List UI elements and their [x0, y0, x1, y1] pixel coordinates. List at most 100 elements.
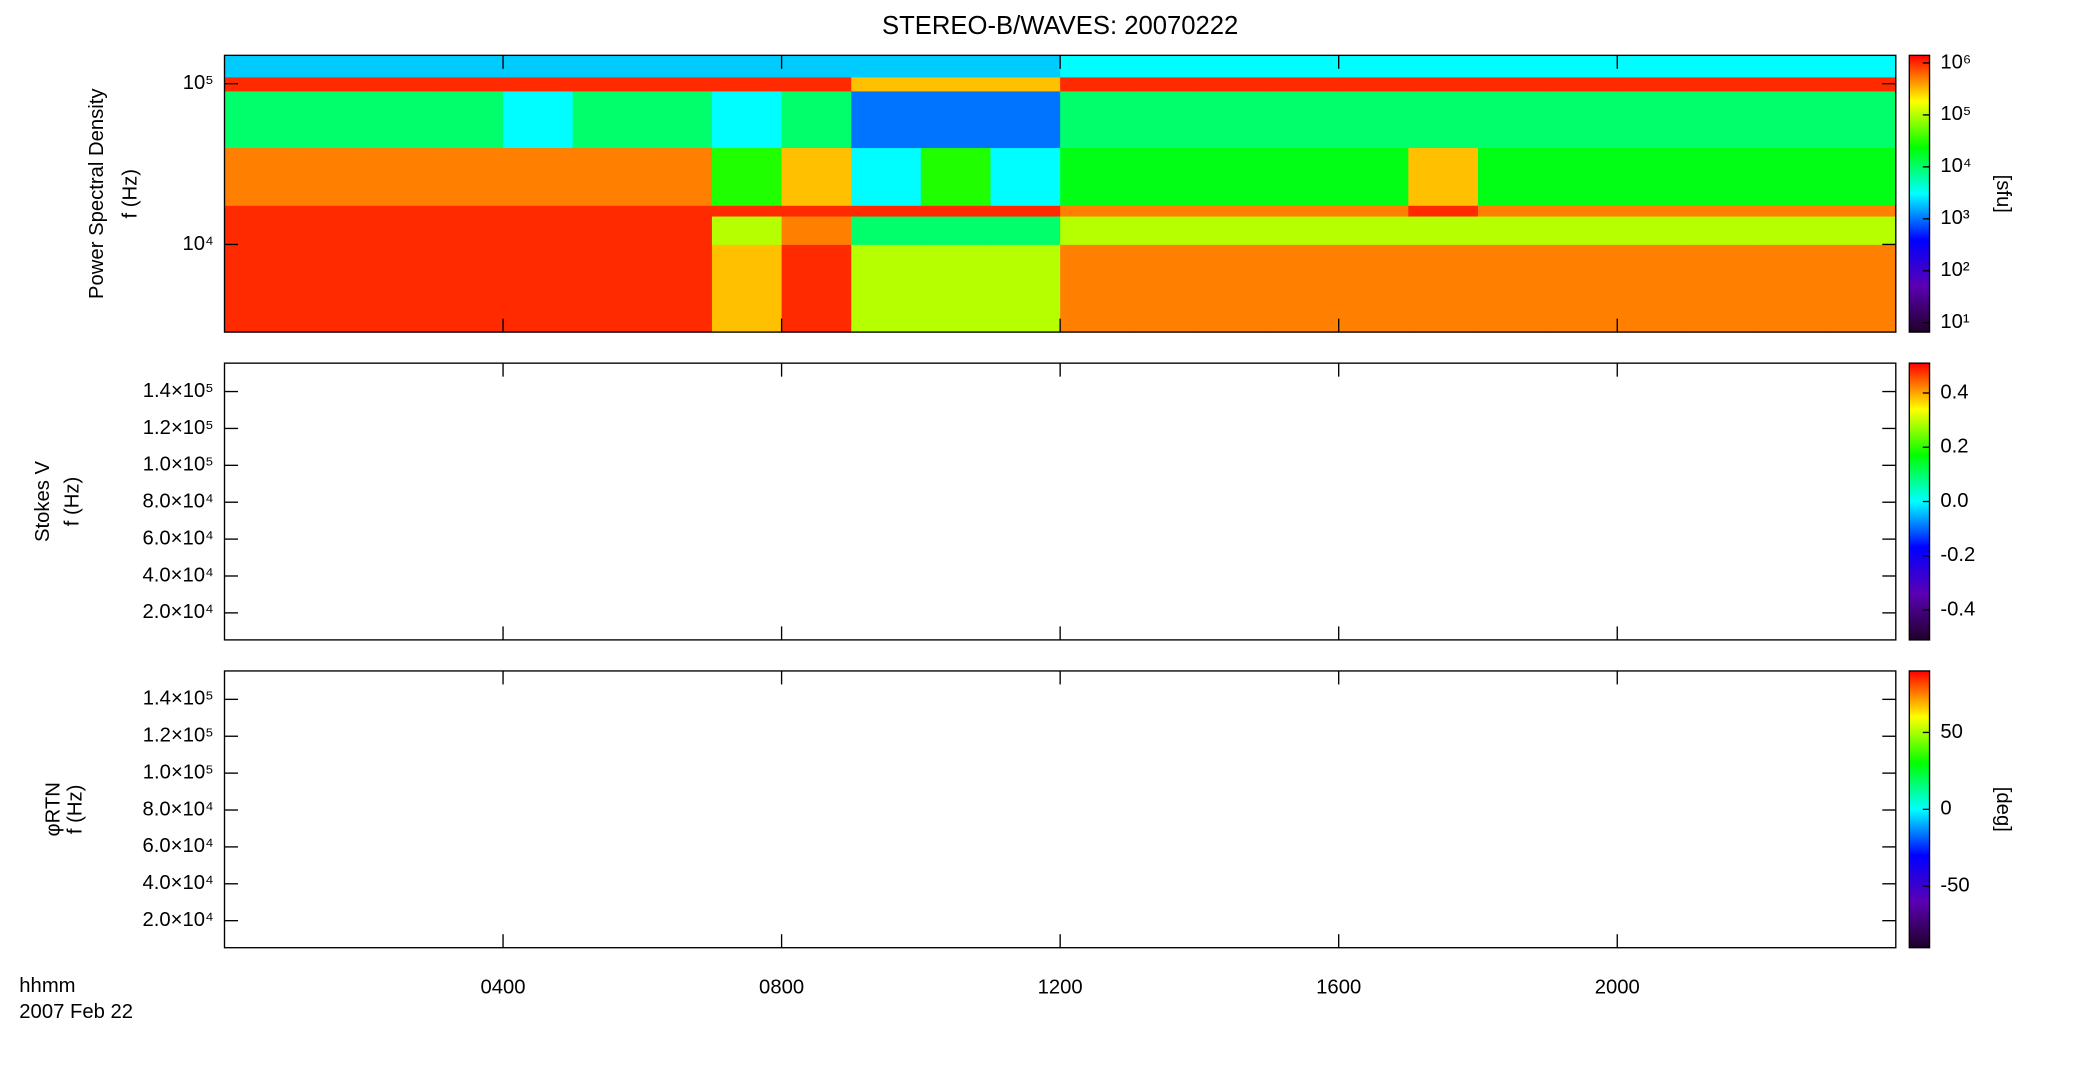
heatmap-cell: [1269, 244, 1340, 333]
heatmap-cell: [711, 91, 783, 149]
heatmap-cell: [294, 55, 365, 78]
colorbar-tick-label: 10⁵: [1940, 103, 1971, 125]
heatmap-cell: [433, 244, 504, 333]
heatmap-cell: [642, 244, 713, 333]
heatmap-cell: [572, 205, 643, 217]
date-label: 2007 Feb 22: [19, 1001, 133, 1023]
y-axis-label: f (Hz): [62, 477, 84, 527]
heatmap-cell: [1547, 55, 1618, 78]
colorbar-tick-label: 10³: [1940, 207, 1970, 229]
heatmap-cell: [224, 55, 295, 78]
heatmap-cell: [920, 55, 992, 78]
heatmap-cell: [990, 147, 1061, 206]
colorbar-tick-label: 0.0: [1940, 490, 1968, 512]
heatmap-cell: [224, 244, 295, 333]
heatmap-cell: [851, 77, 922, 92]
heatmap-cell: [1617, 147, 1688, 206]
heatmap-cell: [572, 77, 643, 92]
heatmap-cell: [1338, 147, 1410, 206]
heatmap-cell: [363, 147, 435, 206]
heatmap-cell: [1060, 205, 1131, 217]
y-tick-label: 1.2×10⁵: [143, 725, 214, 747]
heatmap-cell: [990, 244, 1061, 333]
heatmap-cell: [1756, 77, 1827, 92]
heatmap-cell: [224, 77, 295, 92]
colorbar-tick-label: 0.2: [1940, 436, 1968, 458]
heatmap-cell: [1199, 91, 1270, 149]
x-tick-label: 1600: [1316, 977, 1361, 999]
heatmap-cell: [1199, 216, 1270, 245]
colorbar-tick-label: -0.4: [1940, 598, 1975, 620]
heatmap-cell: [1686, 216, 1758, 245]
heatmap-cell: [1338, 55, 1410, 78]
heatmap-cell: [851, 147, 922, 206]
heatmap-cell: [433, 55, 504, 78]
heatmap-cell: [1477, 91, 1549, 149]
heatmap-cell: [990, 205, 1061, 217]
heatmap-cell: [1338, 216, 1410, 245]
heatmap-cell: [1547, 91, 1618, 149]
heatmap-cell: [572, 147, 643, 206]
heatmap-cell: [851, 205, 922, 217]
y-tick-label: 10⁴: [182, 233, 213, 255]
heatmap-cell: [1756, 147, 1827, 206]
colorbar-tick-label: 10⁶: [1940, 51, 1971, 73]
heatmap-cell: [1338, 91, 1410, 149]
heatmap-cell: [1269, 216, 1340, 245]
heatmap-cell: [224, 91, 295, 149]
heatmap-cell: [1060, 55, 1131, 78]
colorbar-tick-label: 10⁴: [1940, 155, 1971, 177]
heatmap-cell: [363, 55, 435, 78]
heatmap-cell: [224, 147, 295, 206]
heatmap-cell: [990, 55, 1061, 78]
colorbar-label: [sfu]: [1992, 175, 2014, 213]
heatmap-cell: [363, 216, 435, 245]
heatmap-cell: [433, 77, 504, 92]
y-tick-label: 4.0×10⁴: [142, 872, 213, 894]
heatmap-cell: [851, 91, 922, 149]
heatmap-cell: [1756, 244, 1827, 333]
heatmap-cell: [1408, 205, 1479, 217]
y-axis-label: Power Spectral Density: [86, 88, 108, 299]
heatmap-cell: [1826, 91, 1897, 149]
heatmap-cell: [363, 77, 435, 92]
heatmap-cell: [990, 216, 1061, 245]
heatmap-cell: [1338, 205, 1410, 217]
heatmap-cell: [920, 205, 992, 217]
chart-title: STEREO-B/WAVES: 20070222: [882, 12, 1238, 40]
x-tick-label: 0400: [481, 977, 526, 999]
colorbar-tick-label: -0.2: [1940, 544, 1975, 566]
heatmap-cell: [781, 216, 852, 245]
heatmap-cell: [1408, 91, 1479, 149]
heatmap-cell: [1617, 216, 1688, 245]
heatmap-cell: [433, 91, 504, 149]
heatmap-cell: [294, 205, 365, 217]
heatmap-cell: [642, 216, 713, 245]
heatmap-cell: [1338, 244, 1410, 333]
heatmap-cell: [1199, 244, 1270, 333]
colorbar-tick-label: 50: [1940, 721, 1963, 743]
heatmap-cell: [1129, 205, 1201, 217]
heatmap-cell: [1686, 244, 1758, 333]
heatmap-cell: [1408, 216, 1479, 245]
y-tick-label: 1.0×10⁵: [143, 454, 214, 476]
heatmap-cell: [781, 77, 852, 92]
heatmap-cell: [1826, 55, 1897, 78]
x-axis-label: hhmm: [19, 975, 75, 997]
plot-frame: [223, 670, 1897, 949]
heatmap-cell: [711, 147, 783, 206]
y-tick-label: 2.0×10⁴: [142, 909, 213, 931]
heatmap-cell: [920, 244, 992, 333]
heatmap-cell: [711, 216, 783, 245]
heatmap-cell: [1477, 244, 1549, 333]
heatmap-cell: [1686, 91, 1758, 149]
heatmap-cell: [642, 91, 713, 149]
heatmap-cell: [920, 77, 992, 92]
heatmap-cell: [851, 55, 922, 78]
heatmap-cell: [503, 244, 574, 333]
y-tick-label: 1.0×10⁵: [143, 761, 214, 783]
heatmap-cell: [1269, 147, 1340, 206]
y-tick-label: 10⁵: [183, 72, 214, 94]
heatmap-cell: [1199, 55, 1270, 78]
heatmap-cell: [363, 91, 435, 149]
